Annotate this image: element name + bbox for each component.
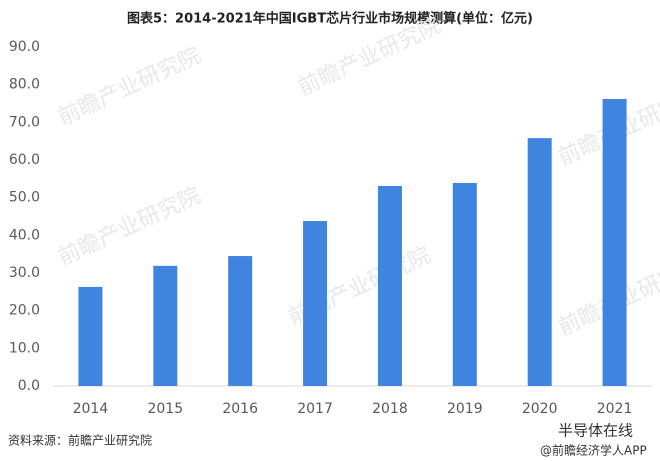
- bar: [303, 221, 328, 386]
- bar: [602, 98, 627, 386]
- y-tick-label: 90.0: [9, 39, 40, 55]
- x-tick-label: 2019: [447, 401, 483, 417]
- badge: 半导体在线: [558, 422, 633, 440]
- bar: [527, 138, 552, 386]
- y-tick-label: 50.0: [9, 190, 40, 206]
- y-tick-label: 20.0: [9, 303, 40, 319]
- bar: [228, 256, 253, 386]
- bar: [377, 185, 402, 386]
- x-tick-label: 2018: [372, 401, 408, 417]
- chart-title: 图表5：2014-2021年中国IGBT芯片行业市场规模测算(单位：亿元): [127, 11, 533, 27]
- badge-sub: @前瞻经济学人APP: [540, 443, 647, 458]
- bar: [153, 265, 178, 386]
- x-tick-label: 2021: [597, 401, 633, 417]
- watermark: 前瞻产业研究院: [55, 43, 205, 131]
- x-tick-label: 2016: [222, 401, 258, 417]
- y-tick-label: 10.0: [9, 340, 40, 356]
- x-tick-label: 2014: [73, 401, 109, 417]
- bar: [78, 286, 103, 386]
- watermark: 前瞻产业研究院: [55, 183, 205, 271]
- x-tick-label: 2015: [147, 401, 183, 417]
- bar: [452, 182, 477, 386]
- x-tick-label: 2020: [522, 401, 558, 417]
- source-note: 资料来源：前瞻产业研究院: [8, 433, 152, 448]
- y-tick-label: 0.0: [18, 378, 40, 394]
- y-tick-label: 40.0: [9, 227, 40, 243]
- y-tick-label: 60.0: [9, 152, 40, 168]
- y-tick-label: 30.0: [9, 265, 40, 281]
- y-tick-label: 70.0: [9, 114, 40, 130]
- y-tick-label: 80.0: [9, 77, 40, 93]
- x-tick-label: 2017: [297, 401, 333, 417]
